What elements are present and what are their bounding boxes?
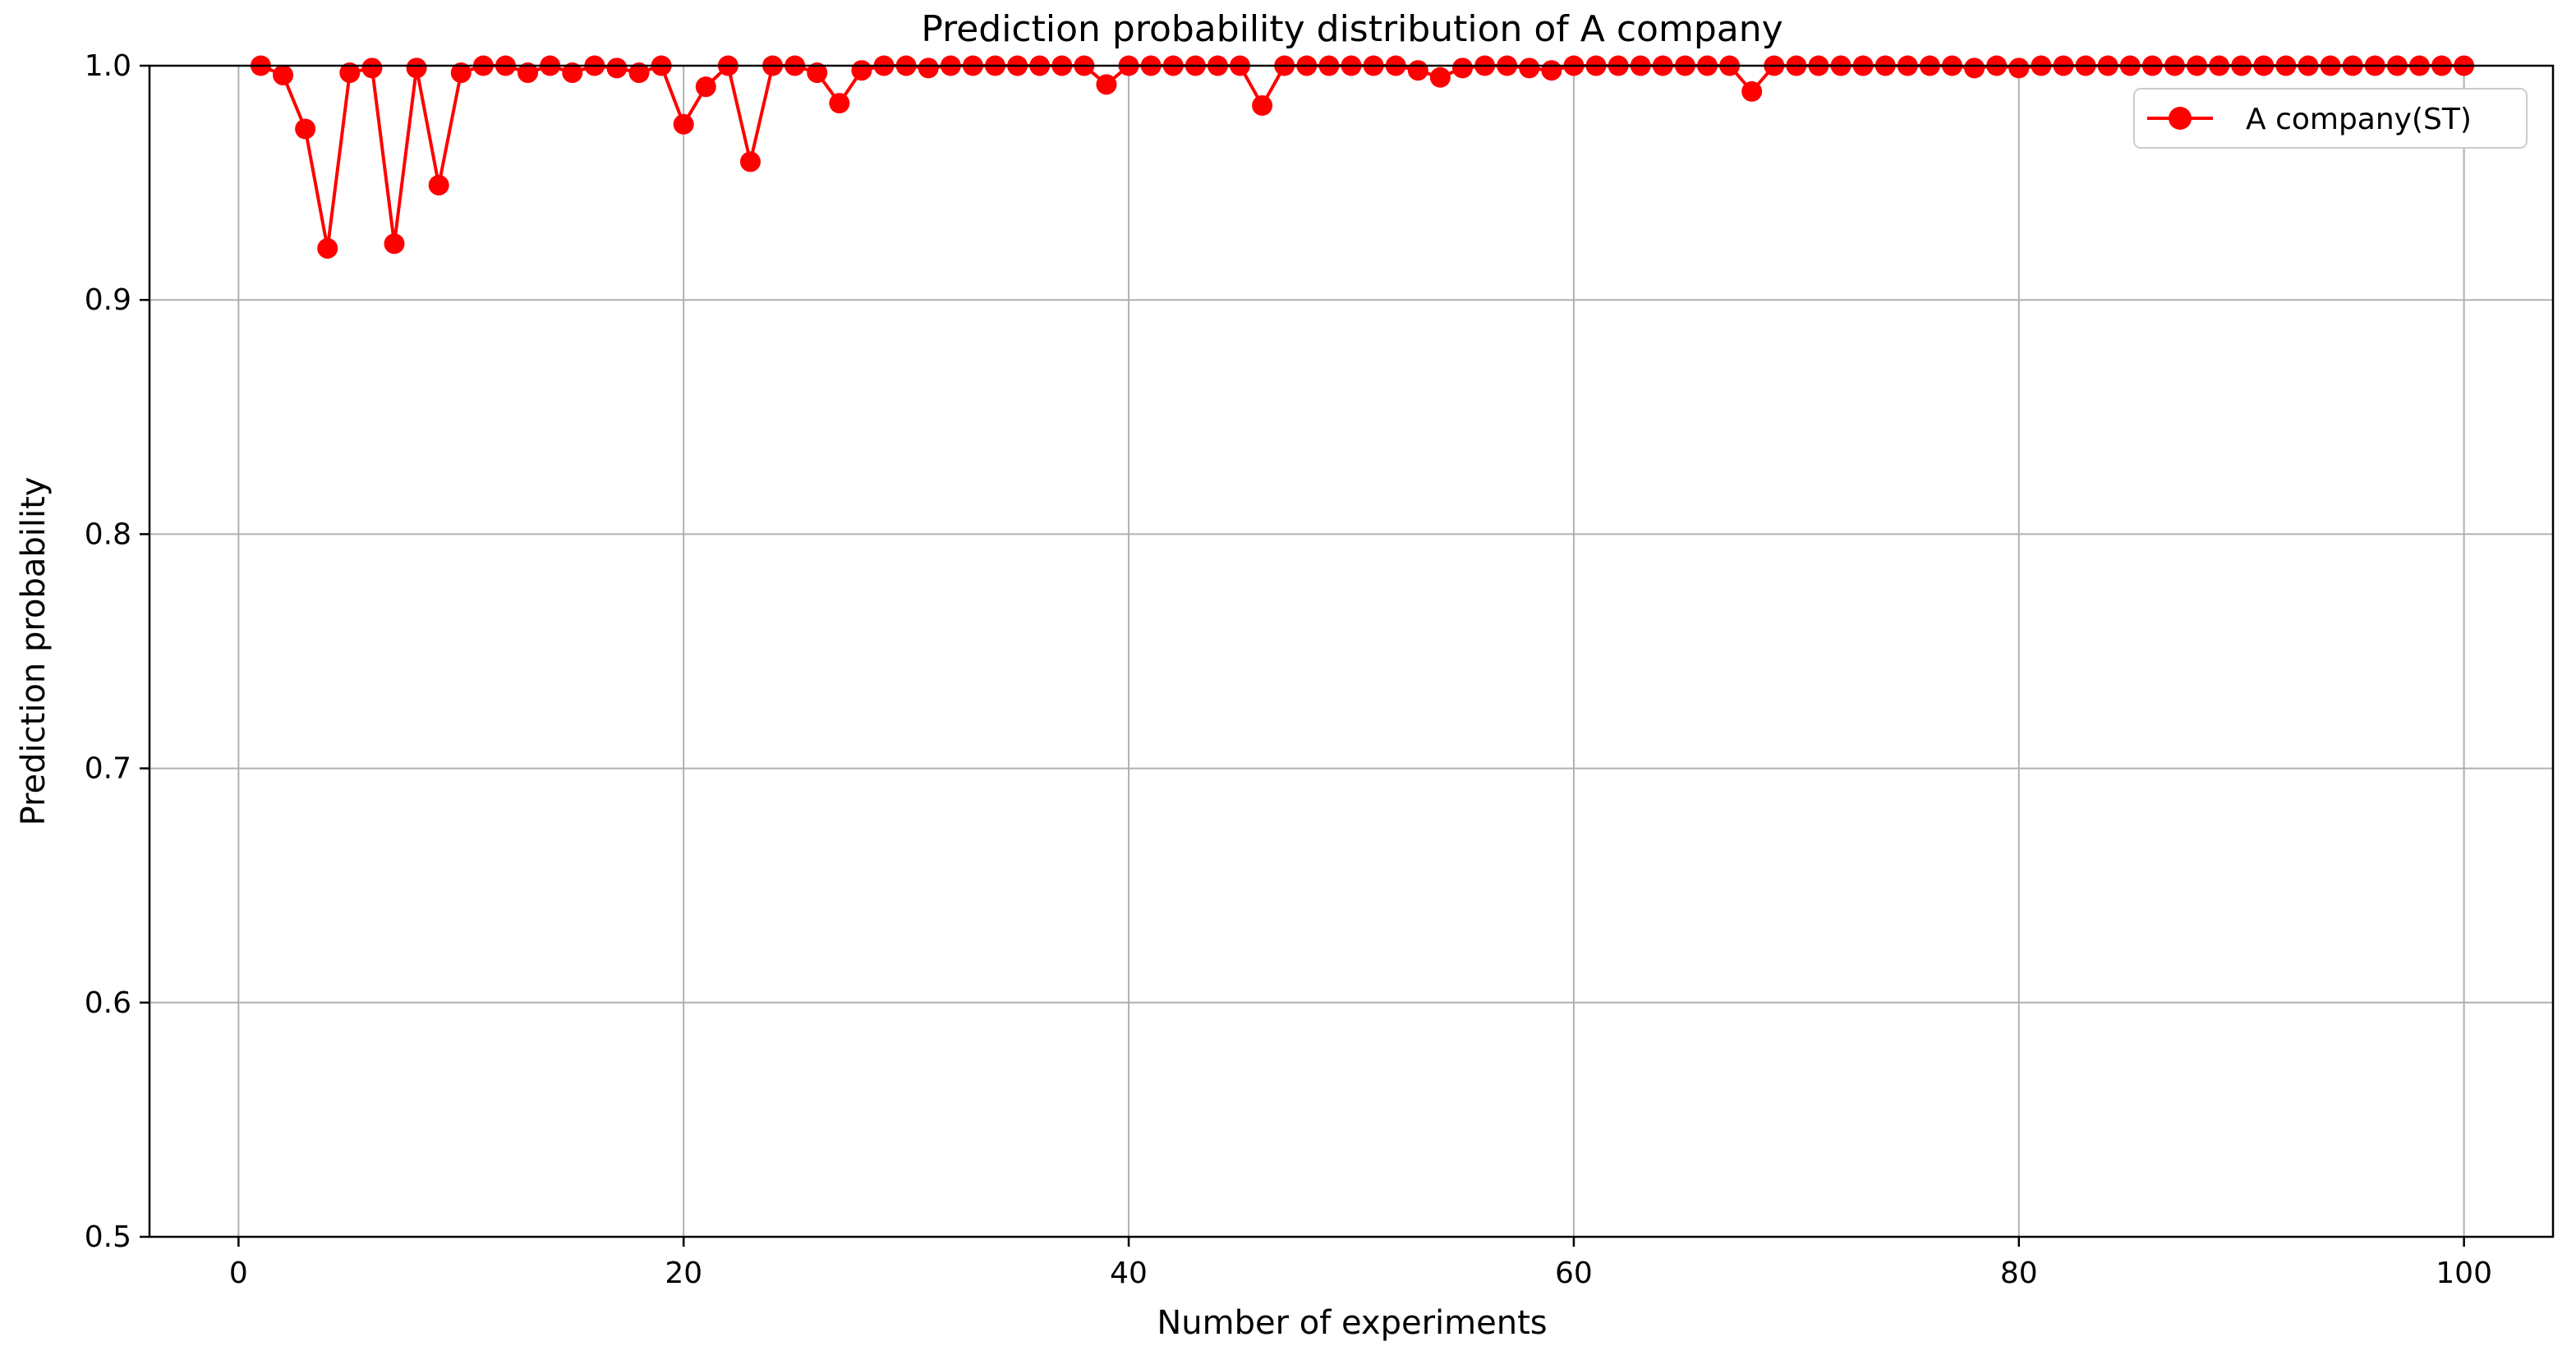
y-tick-label: 0.5 [85,1220,131,1254]
data-point [1741,80,1763,102]
data-point [1096,74,1117,95]
data-point [829,93,850,114]
data-point [673,113,694,135]
data-point [695,76,716,98]
data-point [1964,57,1985,79]
x-axis-ticks: 0 20 40 60 80 100 [229,1237,2492,1290]
x-axis-label: Number of experiments [1157,1304,1547,1342]
y-tick-label: 0.6 [85,986,131,1020]
x-tick-label: 40 [1110,1257,1148,1290]
data-point [740,151,761,172]
data-point [406,57,427,79]
data-point [518,62,539,84]
y-tick-label: 0.7 [85,752,131,786]
data-point [1541,60,1562,81]
data-point [1519,57,1540,79]
data-point [1407,60,1428,81]
data-point [1252,94,1273,116]
data-point [450,62,472,84]
y-tick-label: 0.8 [85,517,131,551]
x-tick-label: 0 [229,1257,248,1290]
data-point [606,57,628,79]
x-tick-label: 20 [665,1257,702,1290]
legend-label: A company(ST) [2246,103,2472,136]
axes-frame [148,64,2555,1238]
x-tick-label: 60 [1555,1257,1593,1290]
data-point [428,174,449,195]
x-tick-label: 80 [2000,1257,2038,1290]
data-point [1429,67,1451,88]
data-point [339,62,361,84]
data-point [361,57,383,79]
data-point [1451,57,1473,79]
y-tick-label: 0.9 [85,283,131,317]
data-point [918,57,939,79]
data-point [273,64,294,85]
y-tick-label: 1.0 [85,49,131,83]
data-point [851,60,872,81]
y-axis-label: Prediction probability [15,477,53,826]
legend-marker-swatch [2169,107,2192,130]
data-point [628,62,650,84]
legend: A company(ST) [2133,88,2528,149]
data-point [2008,57,2030,79]
data-point [807,62,828,84]
data-point [295,118,316,140]
x-tick-label: 100 [2436,1257,2492,1290]
data-point [317,237,338,259]
data-point [384,233,405,255]
data-point [562,62,583,84]
legend-box [2133,88,2528,149]
chart-title: Prediction probability distribution of A… [921,8,1782,50]
y-axis-ticks: 0.5 0.6 0.7 0.8 0.9 1.0 [85,49,150,1254]
